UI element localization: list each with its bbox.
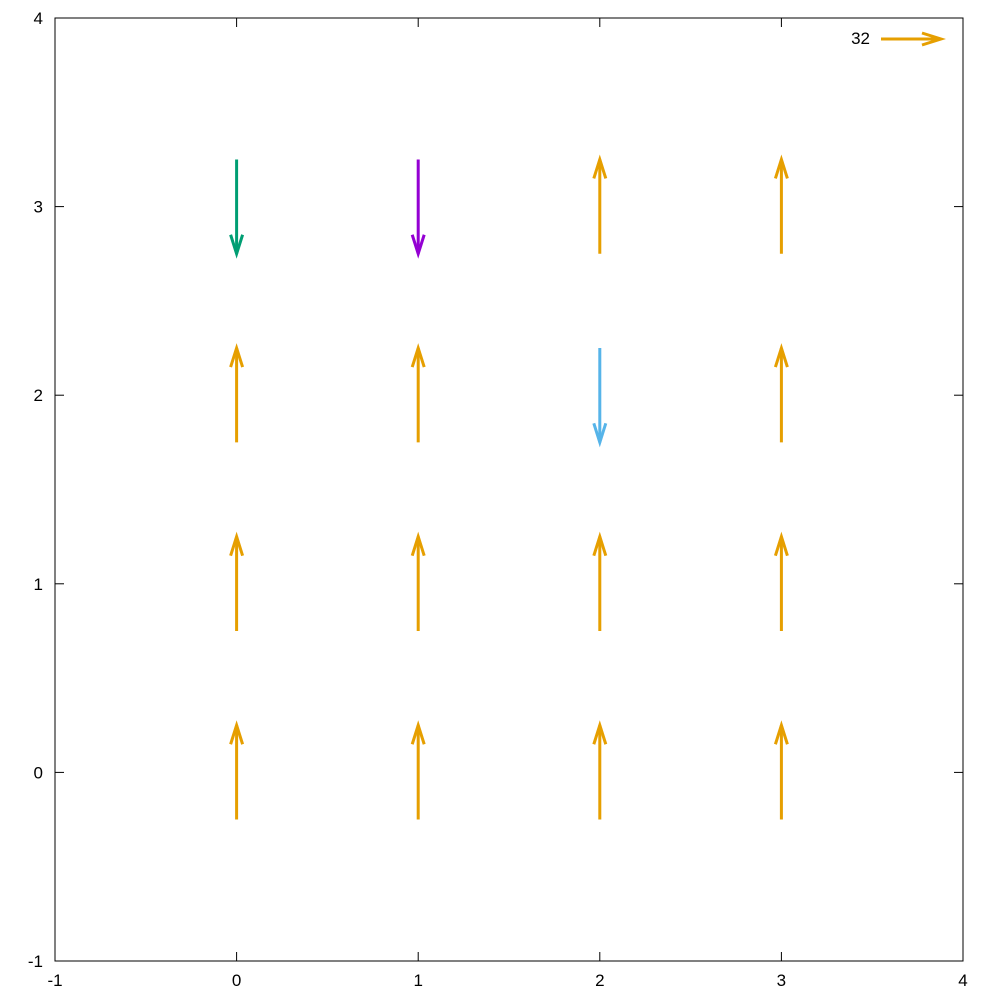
y-tick-label: 0 [34,763,43,782]
y-tick-label: 4 [34,9,43,28]
arrow-head [229,531,245,557]
x-tick-label: 1 [413,971,422,990]
arrow-head [773,531,789,557]
arrow-head [773,720,789,745]
arrow-head [773,343,789,368]
y-tick-label: 1 [34,575,43,594]
arrow-head [229,343,245,368]
legend: 32 [851,29,946,48]
x-tick-label: 3 [777,971,786,990]
axis-ticks: -1 0 1 2 3 4 -1 0 1 2 3 4 [28,9,968,990]
arrow-head [592,422,608,448]
vector-arrow [773,720,789,820]
arrow-head [229,720,245,745]
arrow-head [410,531,426,557]
arrow-head [229,234,245,259]
vector-arrow [592,531,608,631]
vector-arrow [410,343,426,443]
arrow-head [410,343,426,368]
vector-arrow [229,720,245,820]
vector-arrow [592,154,608,254]
arrow-head [592,531,608,557]
vector-arrow [773,154,789,254]
x-tick-label: -1 [47,971,62,990]
vector-arrow [773,343,789,443]
plot-frame [54,17,964,962]
legend-arrow-head [921,31,946,47]
y-tick-label: 3 [34,198,43,217]
arrow-head [592,154,608,179]
vector-arrow [229,531,245,631]
vector-arrow [410,531,426,631]
vector-arrow [410,720,426,820]
arrow-head [410,720,426,745]
legend-label: 32 [851,29,870,48]
vector-arrow [229,159,245,259]
vector-arrow [773,531,789,631]
arrow-head [592,720,608,745]
x-tick-label: 0 [232,971,241,990]
vector-arrow [410,159,426,259]
x-tick-label: 4 [958,971,967,990]
y-tick-label: -1 [28,952,43,971]
x-tick-label: 2 [595,971,604,990]
y-tick-label: 2 [34,386,43,405]
vector-arrow [592,720,608,820]
vector-arrow [229,343,245,443]
arrow-head [773,154,789,179]
arrow-layer [229,154,789,820]
arrow-head [410,234,426,259]
vector-arrow [592,348,608,448]
